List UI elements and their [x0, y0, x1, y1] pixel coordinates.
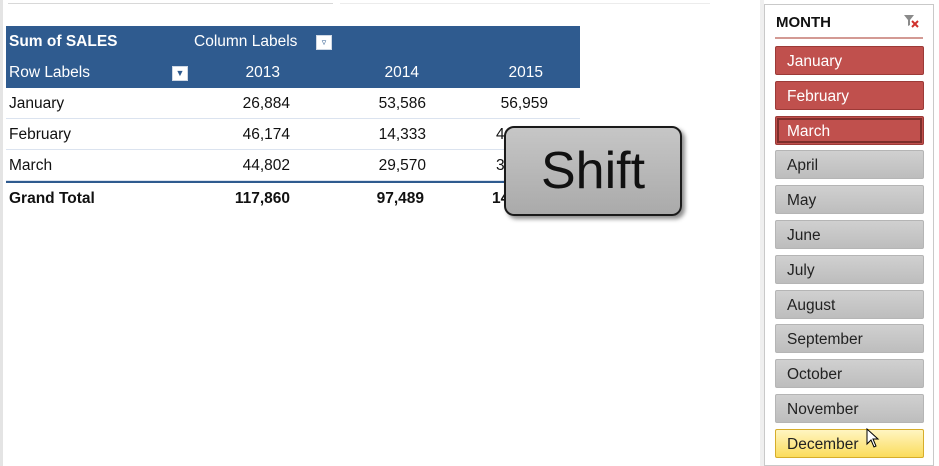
- slicer-item-may[interactable]: May: [775, 185, 924, 215]
- cell-border: [340, 3, 710, 4]
- slicer-item-december[interactable]: December: [775, 428, 924, 458]
- pivot-header-row-2: Row Labels ▼ 2013 2014 2015: [6, 57, 580, 88]
- pivot-header-row-1: Sum of SALES Column Labels ▿: [6, 26, 580, 57]
- pivot-table: Sum of SALES Column Labels ▿ Row Labels …: [6, 26, 580, 215]
- row-label: March: [9, 157, 53, 174]
- row-label: February: [9, 126, 72, 143]
- grand-total-label: Grand Total: [9, 190, 95, 207]
- grand-total-value: 117,860: [234, 190, 290, 207]
- sheet-edge: [0, 0, 3, 466]
- slicer-item-october[interactable]: October: [775, 359, 924, 389]
- cell-value: 3: [496, 157, 505, 174]
- slicer-item-april[interactable]: April: [775, 150, 924, 180]
- slicer-item-november[interactable]: November: [775, 394, 924, 423]
- table-row[interactable]: February 46,174 14,333 4: [6, 119, 580, 150]
- slicer-item-january[interactable]: January: [775, 46, 924, 75]
- cell-value: 14,333: [378, 126, 426, 143]
- grand-total-row[interactable]: Grand Total 117,860 97,489 14: [6, 181, 580, 215]
- column-labels-filter-button[interactable]: ▿: [316, 35, 332, 50]
- row-label: January: [9, 95, 65, 112]
- slicer-item-august[interactable]: August: [775, 289, 924, 319]
- slicer-item-july[interactable]: July: [775, 254, 924, 284]
- month-slicer: MONTH January February March April May June Ju…: [764, 4, 934, 466]
- cell-value: 29,570: [378, 157, 426, 174]
- table-row[interactable]: March 44,802 29,570 3: [6, 150, 580, 181]
- cell-value: 56,959: [500, 95, 548, 112]
- cell-border: [8, 3, 333, 4]
- cell-value: 46,174: [242, 126, 290, 143]
- row-labels-filter-button[interactable]: ▼: [172, 66, 188, 81]
- table-row[interactable]: January 26,884 53,586 56,959: [6, 88, 580, 119]
- cell-value: 44,802: [242, 157, 290, 174]
- pivot-measure-label: Sum of SALES: [9, 33, 118, 50]
- slicer-item-march[interactable]: March: [775, 115, 924, 145]
- slicer-item-june[interactable]: June: [775, 220, 924, 249]
- mouse-cursor-icon: [866, 428, 880, 448]
- cell-value: 53,586: [378, 95, 426, 112]
- cell-value: 4: [496, 126, 505, 143]
- slicer-title: MONTH: [776, 14, 831, 31]
- slicer-item-february[interactable]: February: [775, 80, 924, 110]
- cell-value: 26,884: [242, 95, 290, 112]
- slicer-header-rule: [775, 37, 923, 39]
- year-header: 2014: [384, 64, 419, 81]
- row-labels-header: Row Labels: [9, 64, 90, 81]
- clear-filter-icon[interactable]: [902, 13, 920, 31]
- grand-total-value: 97,489: [376, 190, 424, 207]
- year-header: 2015: [508, 64, 543, 81]
- column-labels-header: Column Labels: [194, 33, 298, 50]
- pane-divider: [760, 0, 764, 466]
- shift-key-overlay: Shift: [504, 126, 682, 216]
- year-header: 2013: [245, 64, 280, 81]
- slicer-item-september[interactable]: September: [775, 324, 924, 354]
